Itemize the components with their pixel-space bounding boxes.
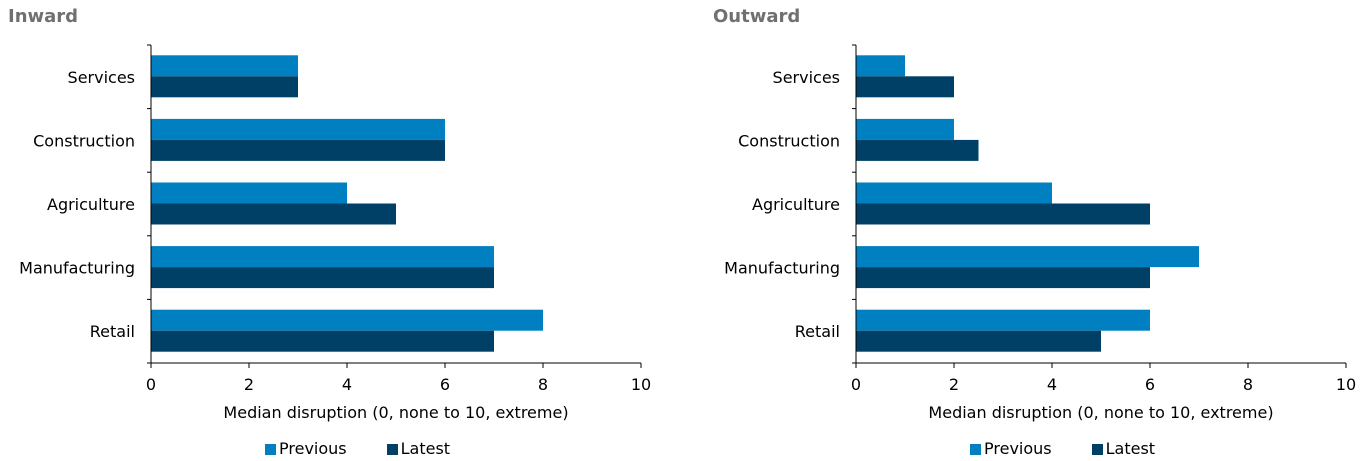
outward-legend: Previous Latest (970, 439, 1155, 459)
x-tick-label-0: 0 (146, 375, 156, 394)
bar-previous-manufacturing (856, 246, 1199, 268)
bar-previous-agriculture (151, 182, 347, 204)
bar-latest-manufacturing (151, 267, 494, 289)
bar-previous-construction (151, 118, 445, 140)
inward-chart: Services Construction Agriculture Manufactu… (19, 44, 651, 422)
x-tick-label-10: 10 (631, 375, 651, 394)
x-tick-label-4: 4 (1047, 375, 1057, 394)
bar-latest-construction (856, 139, 979, 161)
x-tick-label-6: 6 (1145, 375, 1155, 394)
x-axis-title: Median disruption (0, none to 10, extrem… (928, 403, 1273, 422)
x-tick-label-2: 2 (949, 375, 959, 394)
x-tick-label-0: 0 (851, 375, 861, 394)
outward-chart-title: Outward (713, 6, 801, 27)
bar-latest-agriculture (856, 203, 1150, 225)
x-tick-label-8: 8 (538, 375, 548, 394)
category-label-services: Services (68, 68, 135, 87)
legend-label-latest: Latest (1105, 439, 1156, 458)
category-label-agriculture: Agriculture (752, 195, 840, 214)
legend-item-latest: Latest (386, 439, 451, 459)
category-label-agriculture: Agriculture (47, 195, 135, 214)
legend-item-previous: Previous (970, 439, 1052, 459)
category-label-retail: Retail (90, 322, 135, 341)
previous-swatch (970, 443, 981, 455)
bar-previous-construction (856, 118, 954, 140)
category-label-construction: Construction (33, 131, 135, 150)
legend-label-previous: Previous (984, 439, 1052, 458)
legend-item-latest: Latest (1091, 439, 1156, 459)
bar-latest-retail (856, 330, 1101, 352)
bar-previous-services (856, 55, 905, 77)
previous-swatch (265, 443, 276, 455)
x-tick-label-2: 2 (244, 375, 254, 394)
outward-panel: Outward Services Construction Agriculture M… (705, 0, 1372, 461)
bar-previous-retail (856, 309, 1150, 331)
bar-latest-construction (151, 139, 445, 161)
bar-latest-services (856, 76, 954, 98)
outward-chart: Services Construction Agriculture Manufactu… (724, 44, 1356, 422)
category-label-retail: Retail (795, 322, 840, 341)
bar-previous-manufacturing (151, 246, 494, 268)
x-axis-title: Median disruption (0, none to 10, extrem… (223, 403, 568, 422)
bar-latest-services (151, 76, 298, 98)
inward-legend: Previous Latest (265, 439, 450, 459)
category-label-services: Services (773, 68, 840, 87)
bar-previous-agriculture (856, 182, 1052, 204)
category-label-manufacturing: Manufacturing (19, 259, 135, 278)
inward-panel: Inward Services Construction Agriculture Ma… (0, 0, 680, 461)
latest-swatch (386, 443, 398, 455)
x-tick-label-4: 4 (342, 375, 352, 394)
x-tick-label-8: 8 (1243, 375, 1253, 394)
bar-latest-manufacturing (856, 267, 1150, 289)
inward-chart-title: Inward (8, 6, 79, 27)
latest-swatch (1091, 443, 1103, 455)
legend-label-previous: Previous (279, 439, 347, 458)
category-label-manufacturing: Manufacturing (724, 259, 840, 278)
legend-label-latest: Latest (400, 439, 451, 458)
bar-latest-agriculture (151, 203, 396, 225)
bar-previous-services (151, 55, 298, 77)
x-tick-label-6: 6 (440, 375, 450, 394)
legend-item-previous: Previous (265, 439, 347, 459)
category-label-construction: Construction (738, 131, 840, 150)
bar-latest-retail (151, 330, 494, 352)
x-tick-label-10: 10 (1336, 375, 1356, 394)
bar-previous-retail (151, 309, 543, 331)
